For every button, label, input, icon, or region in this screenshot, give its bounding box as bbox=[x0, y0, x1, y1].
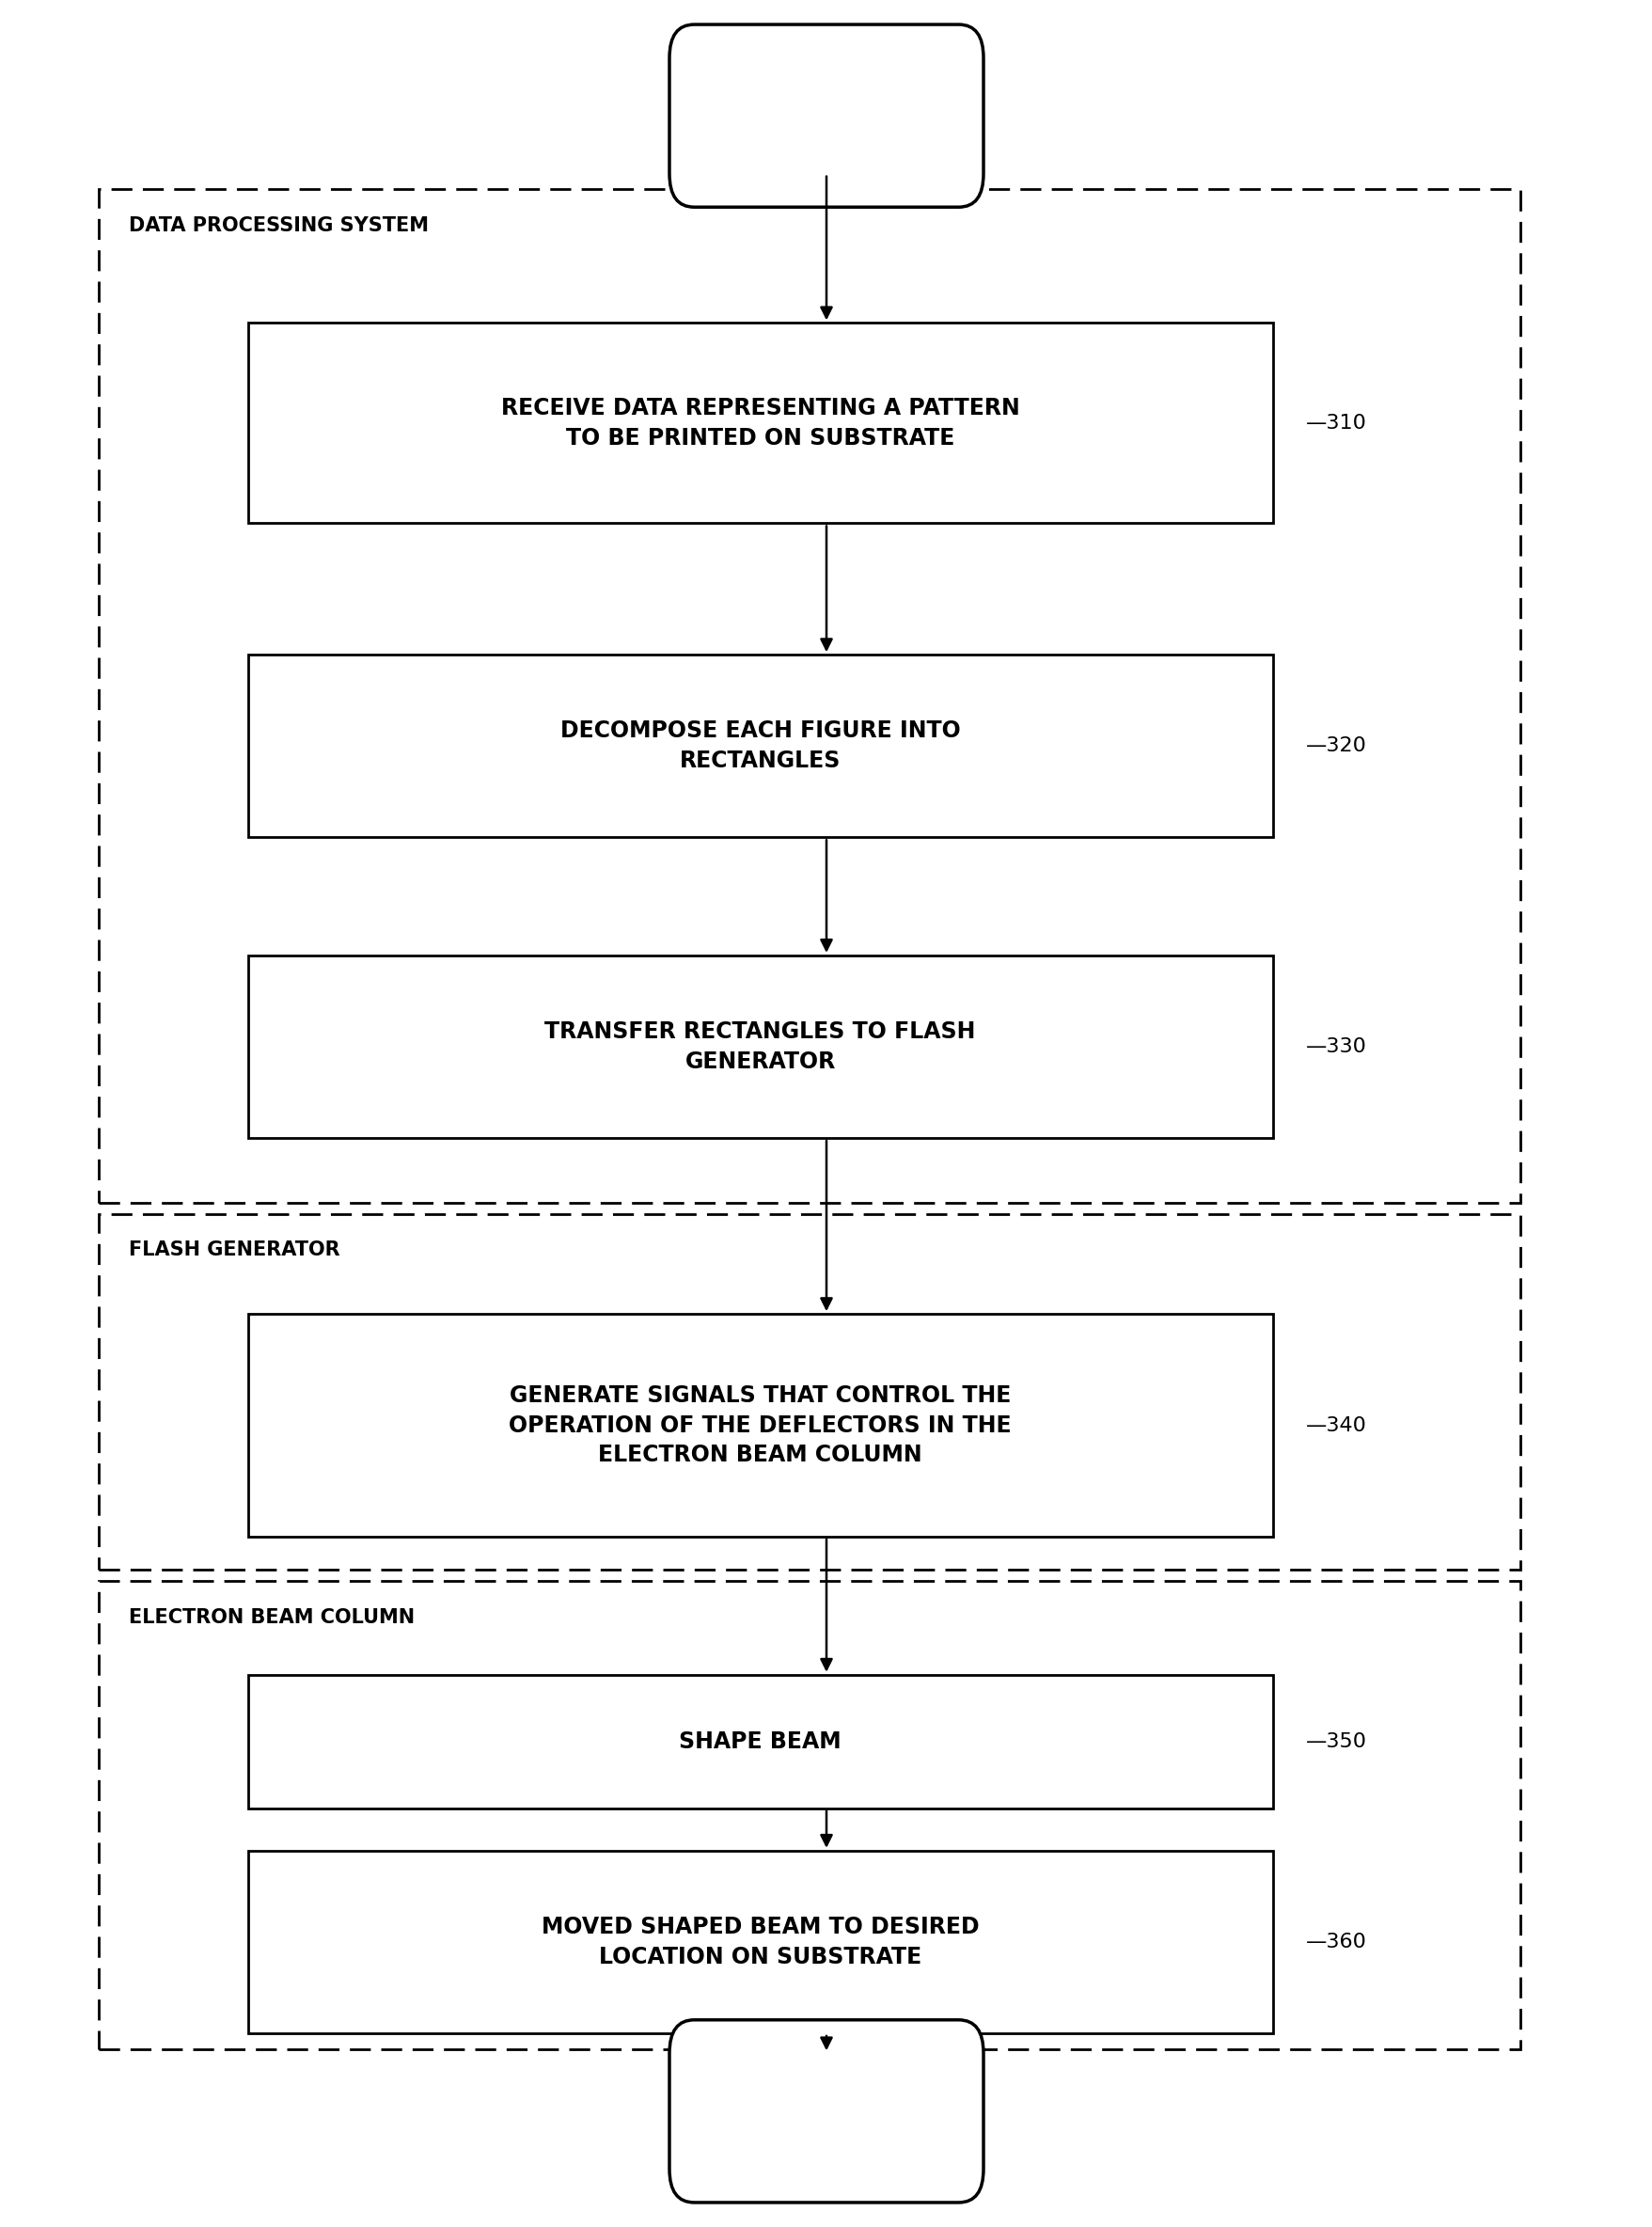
Text: —340: —340 bbox=[1305, 1416, 1366, 1434]
Text: FLASH GENERATOR: FLASH GENERATOR bbox=[129, 1240, 340, 1258]
FancyBboxPatch shape bbox=[669, 2020, 983, 2203]
FancyBboxPatch shape bbox=[248, 1851, 1272, 2033]
Text: —330: —330 bbox=[1305, 1038, 1366, 1056]
Text: —350: —350 bbox=[1305, 1733, 1366, 1750]
Text: —320: —320 bbox=[1305, 737, 1366, 755]
Text: DECOMPOSE EACH FIGURE INTO
RECTANGLES: DECOMPOSE EACH FIGURE INTO RECTANGLES bbox=[560, 719, 960, 773]
Text: END: END bbox=[796, 2100, 856, 2122]
FancyBboxPatch shape bbox=[248, 1675, 1272, 1808]
Text: START: START bbox=[783, 105, 869, 127]
FancyBboxPatch shape bbox=[669, 24, 983, 207]
Text: MOVED SHAPED BEAM TO DESIRED
LOCATION ON SUBSTRATE: MOVED SHAPED BEAM TO DESIRED LOCATION ON… bbox=[542, 1915, 978, 1969]
FancyBboxPatch shape bbox=[248, 955, 1272, 1138]
Text: —360: —360 bbox=[1305, 1933, 1366, 1951]
Text: TRANSFER RECTANGLES TO FLASH
GENERATOR: TRANSFER RECTANGLES TO FLASH GENERATOR bbox=[545, 1020, 975, 1073]
Text: RECEIVE DATA REPRESENTING A PATTERN
TO BE PRINTED ON SUBSTRATE: RECEIVE DATA REPRESENTING A PATTERN TO B… bbox=[501, 396, 1019, 450]
FancyBboxPatch shape bbox=[248, 1314, 1272, 1537]
Text: —310: —310 bbox=[1305, 414, 1366, 432]
FancyBboxPatch shape bbox=[248, 323, 1272, 523]
Text: GENERATE SIGNALS THAT CONTROL THE
OPERATION OF THE DEFLECTORS IN THE
ELECTRON BE: GENERATE SIGNALS THAT CONTROL THE OPERAT… bbox=[509, 1385, 1011, 1465]
Text: SHAPE BEAM: SHAPE BEAM bbox=[679, 1730, 841, 1753]
FancyBboxPatch shape bbox=[248, 655, 1272, 837]
Text: DATA PROCESSING SYSTEM: DATA PROCESSING SYSTEM bbox=[129, 216, 428, 234]
Text: ELECTRON BEAM COLUMN: ELECTRON BEAM COLUMN bbox=[129, 1608, 415, 1626]
